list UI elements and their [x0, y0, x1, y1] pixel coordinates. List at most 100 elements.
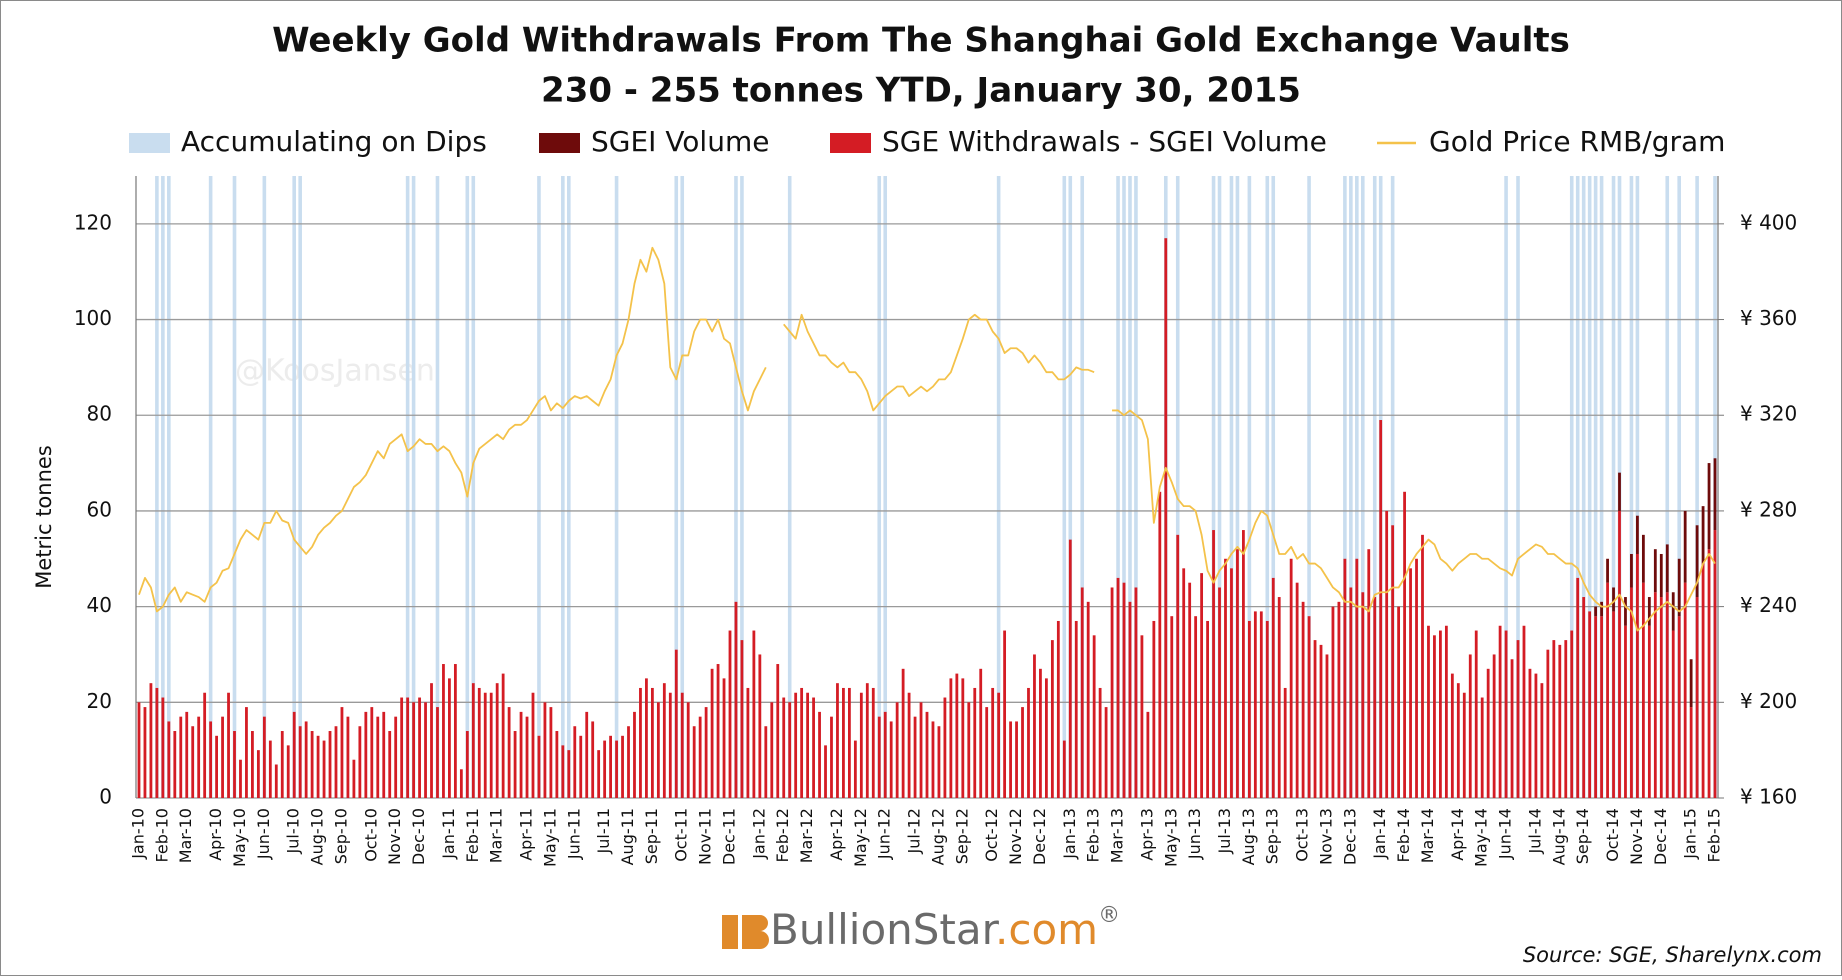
bar: [865, 683, 869, 798]
bar: [448, 678, 451, 798]
dip-band: [1265, 176, 1270, 798]
y-tick-label: 80: [87, 402, 112, 426]
bar: [919, 702, 923, 798]
bar: [453, 664, 457, 798]
bar: [686, 702, 690, 798]
bar: [961, 678, 965, 798]
bar: [1289, 558, 1293, 798]
bar: [1134, 587, 1138, 798]
y2-tick-label: ¥ 400: [1740, 210, 1797, 234]
x-tick-label: Jul-10: [284, 808, 303, 854]
bar: [1653, 592, 1657, 798]
bar: [1570, 630, 1574, 798]
x-tick-label: Apr-11: [517, 808, 536, 861]
bar: [316, 735, 320, 798]
bar: [1636, 515, 1639, 554]
dip-band: [1122, 176, 1126, 798]
bar: [268, 740, 272, 798]
bar: [656, 702, 660, 798]
bar: [1498, 625, 1502, 798]
logo-text: BullionStar.com®: [770, 903, 1120, 954]
bar: [1062, 740, 1066, 798]
dip-band: [1116, 176, 1120, 798]
bar: [406, 697, 410, 798]
bar: [191, 726, 195, 798]
x-tick-label: May-10: [230, 808, 249, 867]
dip-band: [1587, 176, 1592, 798]
x-tick-label: Jul-14: [1525, 808, 1544, 854]
bar: [674, 649, 678, 798]
bar: [847, 687, 851, 798]
dip-band: [292, 176, 296, 798]
bar: [1689, 707, 1693, 798]
dip-band: [996, 176, 1001, 798]
bar: [800, 687, 804, 798]
bar: [1594, 606, 1598, 617]
bar: [1630, 553, 1633, 588]
dip-band: [1235, 176, 1240, 798]
dip-band: [883, 176, 888, 798]
bar: [1104, 707, 1108, 798]
bar: [1665, 592, 1669, 798]
bar: [1409, 568, 1412, 798]
bar: [1194, 616, 1198, 798]
bar: [1403, 491, 1406, 798]
bar: [1385, 510, 1389, 798]
bar: [340, 707, 344, 798]
bar: [1021, 707, 1024, 798]
bar: [1564, 640, 1568, 798]
bar: [280, 731, 284, 798]
x-tick-label: Feb-12: [773, 808, 792, 862]
bar: [1325, 654, 1329, 798]
bar: [1367, 549, 1371, 798]
bar: [1683, 582, 1687, 798]
dip-band: [232, 176, 237, 798]
bar: [973, 687, 977, 798]
bar: [728, 630, 732, 798]
dip-band: [1247, 176, 1252, 798]
bar: [937, 726, 941, 798]
bar: [1259, 611, 1263, 798]
bar: [1009, 721, 1012, 798]
dip-band: [561, 176, 565, 798]
y-tick-label: 40: [87, 593, 112, 617]
bar: [1462, 692, 1466, 798]
bar: [1421, 534, 1424, 798]
bar: [346, 716, 350, 798]
bar: [251, 731, 254, 798]
bar: [328, 731, 332, 798]
bar: [483, 692, 487, 798]
bar: [1618, 472, 1621, 511]
x-tick-label: Aug-12: [928, 808, 947, 865]
x-tick-label: Jun-13: [1185, 808, 1204, 860]
bar: [991, 687, 995, 798]
dip-band: [537, 176, 541, 798]
bar: [585, 711, 589, 798]
bar: [1152, 620, 1156, 798]
bar: [740, 640, 744, 798]
logo: BullionStar.com®: [722, 903, 1120, 954]
x-tick-label: Jun-14: [1496, 808, 1515, 860]
dip-band: [1677, 176, 1681, 798]
bar: [203, 692, 207, 798]
bar: [459, 769, 463, 798]
bar: [1504, 630, 1508, 798]
bar: [1206, 620, 1209, 798]
bar: [304, 721, 308, 798]
bar: [1086, 601, 1090, 798]
x-tick-label: Sep-13: [1263, 808, 1282, 864]
x-tick-label: Nov-14: [1627, 808, 1646, 865]
bar: [1116, 577, 1120, 798]
bar: [1588, 611, 1592, 798]
bar: [507, 707, 511, 798]
bar: [907, 692, 911, 798]
bar: [1474, 630, 1478, 798]
bar: [1486, 668, 1490, 798]
bar: [609, 735, 612, 798]
bar: [1624, 625, 1627, 798]
dip-band: [1307, 176, 1311, 798]
bar: [662, 683, 666, 798]
bar: [245, 707, 248, 798]
x-tick-label: Apr-13: [1137, 808, 1156, 861]
bar: [1677, 558, 1681, 617]
